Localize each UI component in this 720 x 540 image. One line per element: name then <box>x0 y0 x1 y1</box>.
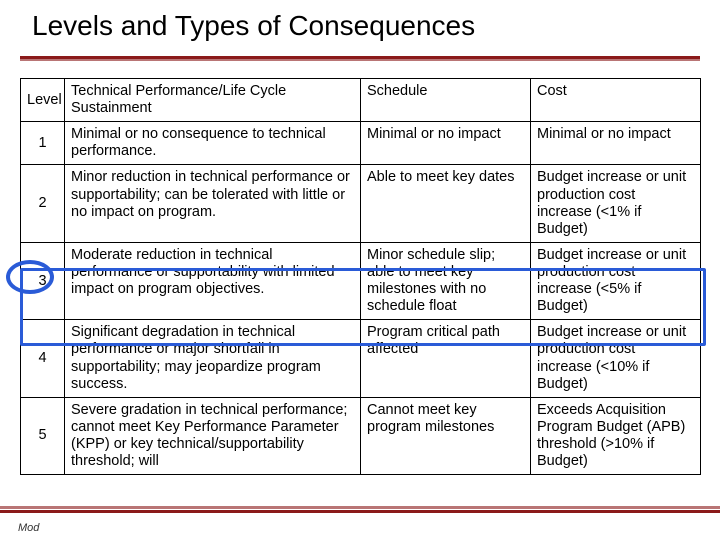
cell-cost: Budget increase or unit production cost … <box>531 242 701 319</box>
table-row: 2 Minor reduction in technical performan… <box>21 165 701 242</box>
cell-cost: Exceeds Acquisition Program Budget (APB)… <box>531 397 701 474</box>
table-row: 1 Minimal or no consequence to technical… <box>21 122 701 165</box>
cell-cost: Minimal or no impact <box>531 122 701 165</box>
cell-tech: Significant degradation in technical per… <box>65 320 361 397</box>
col-header-cost: Cost <box>531 79 701 122</box>
page-title: Levels and Types of Consequences <box>32 10 696 42</box>
cell-tech: Minor reduction in technical performance… <box>65 165 361 242</box>
cell-tech: Severe gradation in technical performanc… <box>65 397 361 474</box>
cell-cost: Budget increase or unit production cost … <box>531 165 701 242</box>
table-row: 3 Moderate reduction in technical perfor… <box>21 242 701 319</box>
col-header-tech: Technical Performance/Life Cycle Sustain… <box>65 79 361 122</box>
cell-level: 5 <box>21 397 65 474</box>
cell-level: 2 <box>21 165 65 242</box>
cell-schedule: Cannot meet key program milestones <box>361 397 531 474</box>
consequence-table: Level Technical Performance/Life Cycle S… <box>20 78 701 475</box>
cell-schedule: Able to meet key dates <box>361 165 531 242</box>
slide: Levels and Types of Consequences Level T… <box>0 0 720 540</box>
table-header-row: Level Technical Performance/Life Cycle S… <box>21 79 701 122</box>
cell-level: 1 <box>21 122 65 165</box>
cell-tech: Moderate reduction in technical performa… <box>65 242 361 319</box>
consequence-table-wrap: Level Technical Performance/Life Cycle S… <box>20 78 700 475</box>
cell-level: 3 <box>21 242 65 319</box>
cell-level: 4 <box>21 320 65 397</box>
cell-tech: Minimal or no consequence to technical p… <box>65 122 361 165</box>
table-row: 5 Severe gradation in technical performa… <box>21 397 701 474</box>
divider-light <box>20 59 700 61</box>
col-header-schedule: Schedule <box>361 79 531 122</box>
footnote: Mod <box>18 522 39 534</box>
cell-schedule: Minimal or no impact <box>361 122 531 165</box>
table-row: 4 Significant degradation in technical p… <box>21 320 701 397</box>
cell-schedule: Program critical path affected <box>361 320 531 397</box>
cell-cost: Budget increase or unit production cost … <box>531 320 701 397</box>
col-header-level: Level <box>21 79 65 122</box>
cell-schedule: Minor schedule slip; able to meet key mi… <box>361 242 531 319</box>
footer-divider <box>0 506 720 514</box>
